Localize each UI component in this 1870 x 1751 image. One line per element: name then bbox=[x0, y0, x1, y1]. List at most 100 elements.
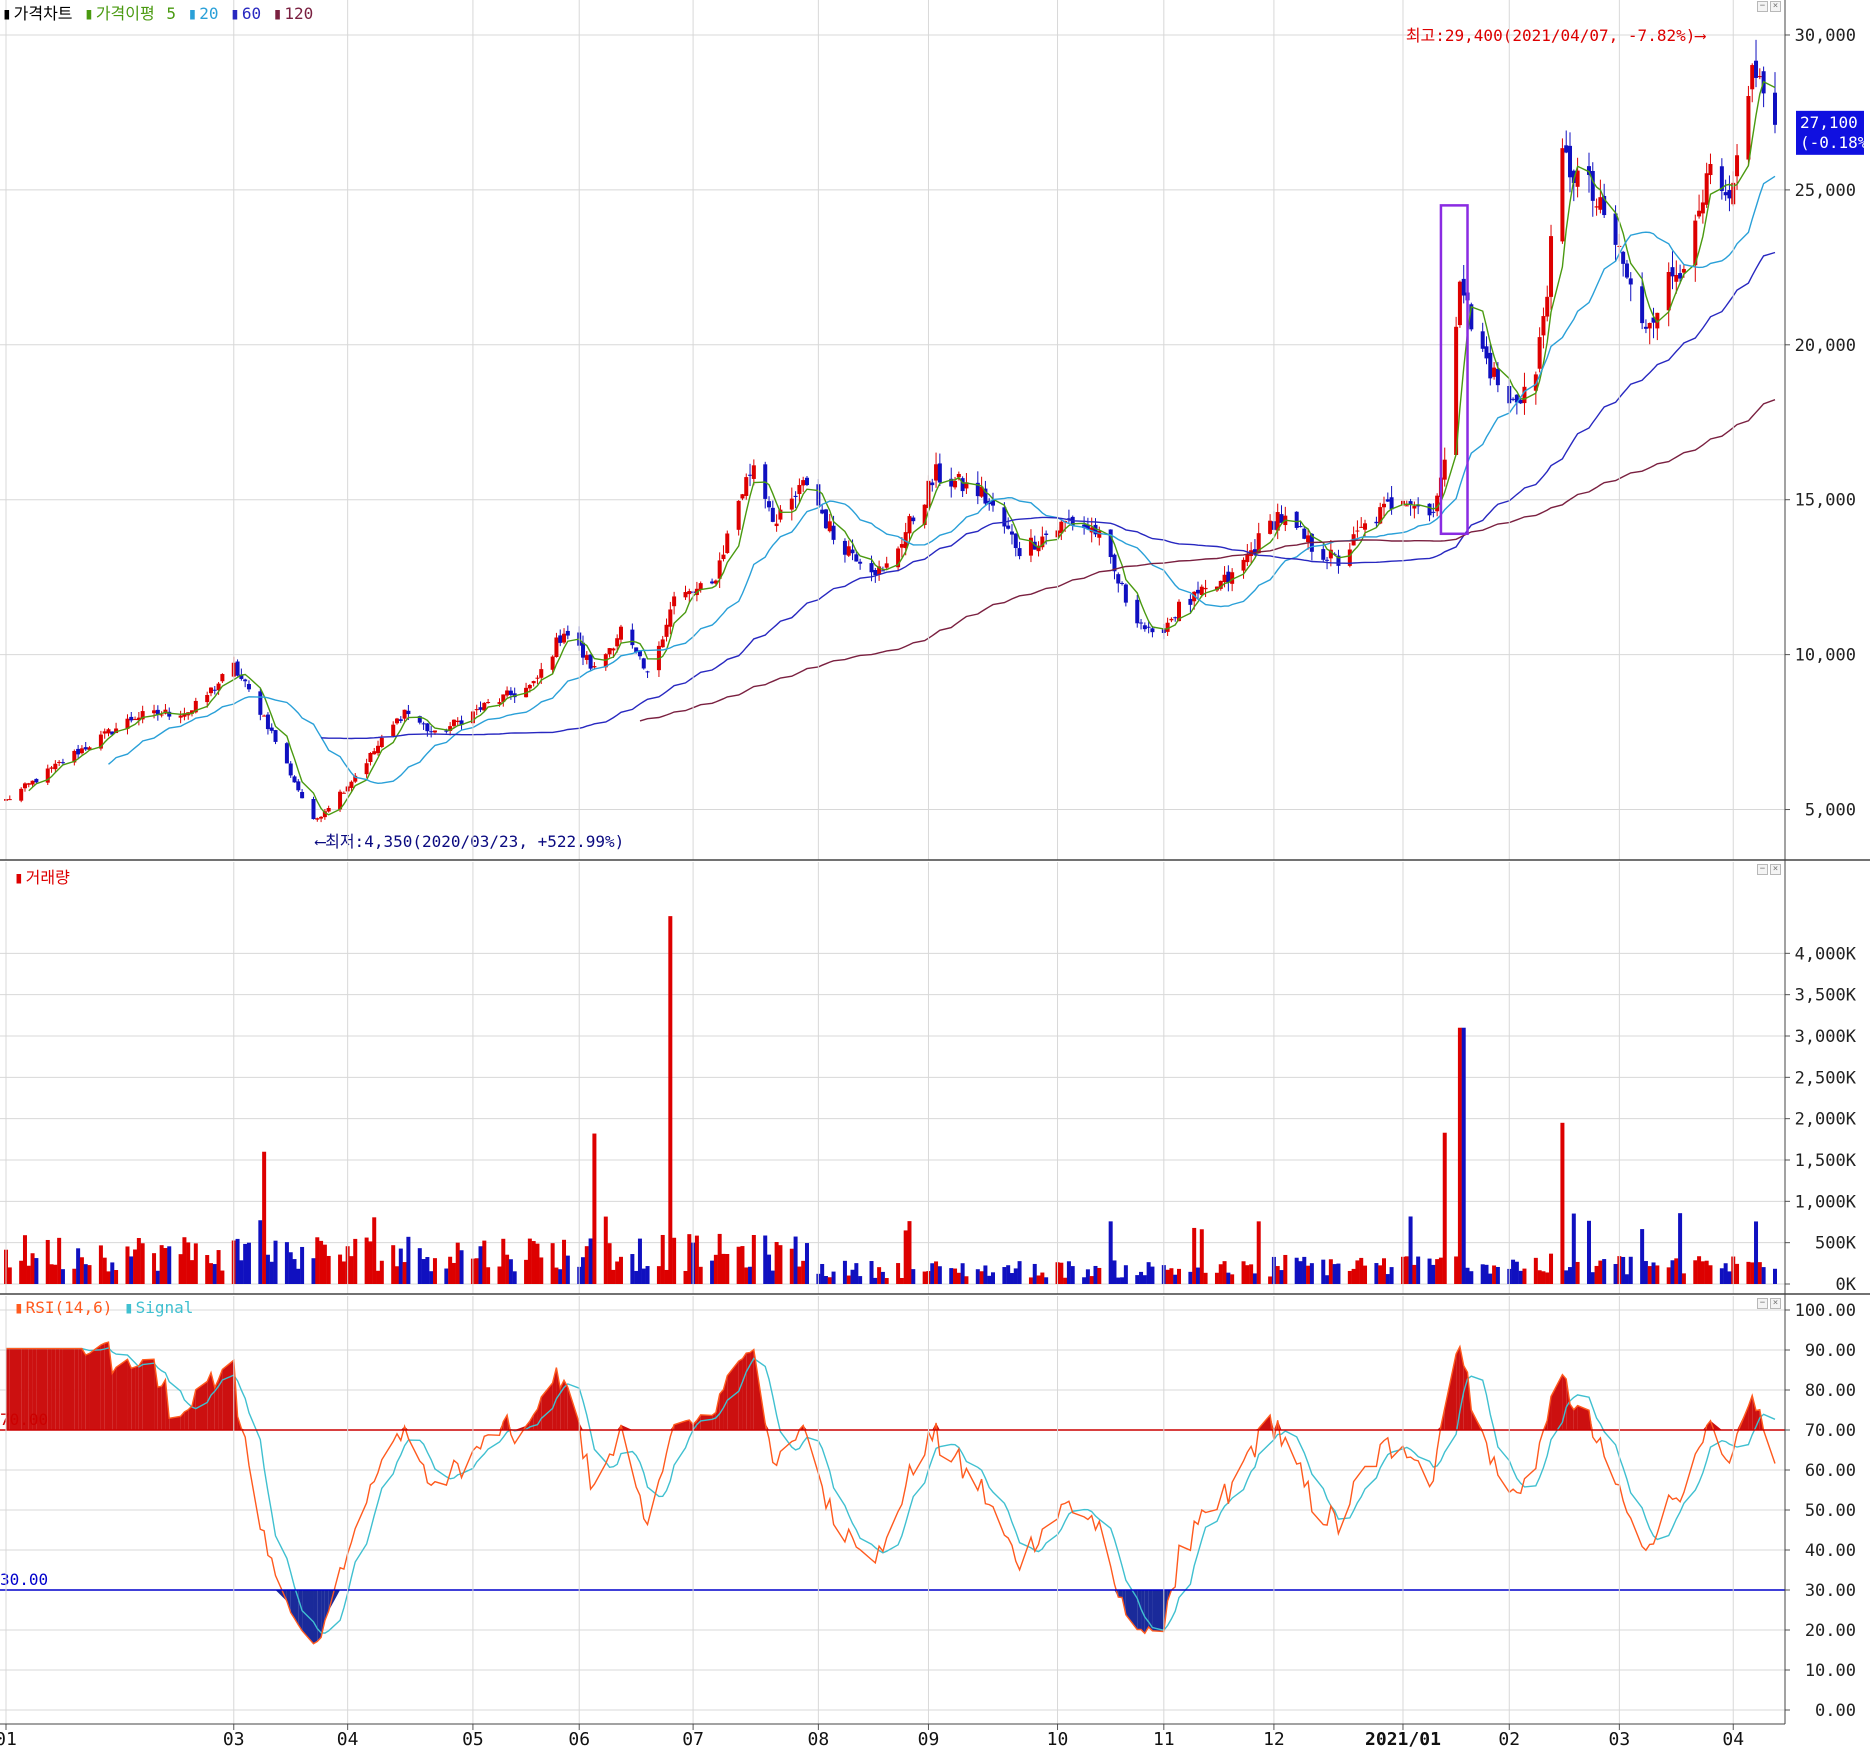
rsi-overbought-fill bbox=[503, 1415, 508, 1430]
candle-body bbox=[592, 666, 597, 668]
volume-bar bbox=[524, 1259, 529, 1284]
rsi-overbought-fill bbox=[210, 1372, 215, 1430]
candle-body bbox=[19, 788, 24, 801]
rsi-overbought-fill bbox=[138, 1359, 143, 1430]
candle-body bbox=[804, 477, 809, 486]
volume-bar bbox=[482, 1240, 487, 1284]
candle-body bbox=[455, 720, 460, 723]
date-axis-label: 2021/01 bbox=[1365, 1729, 1441, 1750]
candle-body bbox=[1002, 507, 1007, 527]
candle-body bbox=[1598, 197, 1603, 210]
volume-bar bbox=[1590, 1272, 1595, 1284]
volume-bar bbox=[615, 1261, 620, 1284]
volume-bar bbox=[770, 1270, 775, 1284]
signal-legend-label: Signal bbox=[135, 1298, 194, 1317]
volume-bar bbox=[1294, 1257, 1299, 1284]
volume-bar bbox=[1624, 1274, 1629, 1284]
rsi-overbought-fill bbox=[154, 1359, 158, 1430]
volume-bar bbox=[152, 1253, 157, 1284]
candle-body bbox=[49, 767, 54, 769]
rsi-line bbox=[6, 1341, 1776, 1645]
volume-bar bbox=[1040, 1272, 1045, 1284]
rsi-oversold-fill bbox=[317, 1590, 322, 1642]
volume-bar bbox=[562, 1239, 567, 1284]
candle-body bbox=[983, 488, 988, 504]
volume-bar bbox=[205, 1255, 210, 1284]
ma20-legend: 20 bbox=[199, 4, 219, 23]
candle-body bbox=[1666, 271, 1671, 311]
date-axis-label: 10 bbox=[1047, 1729, 1069, 1750]
rsi-panel-close-button[interactable]: × bbox=[1770, 1298, 1781, 1309]
current-price-change: (-0.18%) bbox=[1800, 133, 1870, 152]
rsi-overbought-fill bbox=[62, 1348, 75, 1430]
volume-bar bbox=[1469, 1271, 1474, 1284]
rsi-overbought-fill bbox=[689, 1420, 694, 1430]
candle-body bbox=[896, 548, 901, 568]
candle-body bbox=[1697, 210, 1702, 217]
volume-bar bbox=[1002, 1267, 1007, 1284]
rsi-overbought-fill bbox=[1737, 1406, 1749, 1430]
candle-body bbox=[239, 674, 244, 679]
rsi-overbought-fill bbox=[715, 1393, 720, 1430]
candle-body bbox=[1624, 263, 1629, 278]
volume-bar bbox=[975, 1269, 980, 1284]
volume-bar bbox=[341, 1261, 346, 1284]
candle-body bbox=[1006, 525, 1011, 529]
candle-body bbox=[182, 713, 187, 717]
candle-body bbox=[311, 798, 316, 820]
volume-bar bbox=[1165, 1269, 1170, 1284]
price-legend-marker: ▮ bbox=[2, 4, 12, 23]
volume-bar bbox=[1009, 1273, 1014, 1284]
rsi-legend-label: RSI(14,6) bbox=[25, 1298, 113, 1317]
candle-body bbox=[1442, 459, 1447, 480]
candle-body bbox=[641, 658, 646, 669]
price-tick-label: 15,000 bbox=[1795, 491, 1856, 511]
volume-bar bbox=[1120, 1277, 1125, 1284]
volume-bar bbox=[288, 1252, 293, 1284]
candle-body bbox=[1059, 521, 1064, 534]
ma20-legend-marker: ▮ bbox=[187, 4, 198, 23]
rsi-legend: ▮ RSI(14,6) ▮ Signal bbox=[14, 1298, 195, 1317]
price-panel-minimize-button[interactable]: − bbox=[1757, 1, 1768, 12]
candle-body bbox=[269, 727, 274, 731]
candle-body bbox=[1245, 554, 1250, 563]
volume-bar bbox=[694, 1235, 699, 1284]
volume-legend-label: 거래량 bbox=[25, 868, 70, 887]
rsi-overbought-fill bbox=[116, 1359, 128, 1430]
volume-bar bbox=[804, 1243, 809, 1284]
candle-body bbox=[98, 734, 103, 749]
volume-bar bbox=[1306, 1265, 1311, 1284]
rsi-overbought-fill bbox=[9, 1348, 22, 1430]
volume-bar bbox=[1704, 1260, 1709, 1284]
volume-bar bbox=[1226, 1272, 1231, 1284]
volume-bar bbox=[1214, 1272, 1219, 1284]
rsi-panel-minimize-button[interactable]: − bbox=[1757, 1298, 1768, 1309]
candle-body bbox=[243, 679, 248, 682]
candle-body bbox=[417, 716, 422, 723]
signal-line bbox=[6, 1347, 1776, 1634]
volume-panel-minimize-button[interactable]: − bbox=[1757, 864, 1768, 875]
volume-bar bbox=[1036, 1275, 1041, 1284]
volume-bar bbox=[512, 1271, 517, 1284]
candle-body bbox=[550, 656, 555, 670]
price-legend: ▮ 가격차트 ▮ 가격이평 5 ▮ 20 ▮ 60 ▮ 120 bbox=[2, 0, 315, 24]
candle-body bbox=[429, 731, 434, 733]
candle-body bbox=[110, 731, 115, 735]
date-axis-label: 11 bbox=[1153, 1729, 1175, 1750]
candle-body bbox=[421, 723, 426, 725]
volume-panel-close-button[interactable]: × bbox=[1770, 864, 1781, 875]
candle-body bbox=[1704, 173, 1709, 205]
volume-bar bbox=[1750, 1262, 1755, 1284]
candle-body bbox=[1222, 574, 1227, 583]
volume-bar bbox=[1169, 1268, 1174, 1284]
candle-body bbox=[1602, 195, 1607, 216]
candle-body bbox=[1431, 511, 1436, 513]
volume-bar bbox=[402, 1262, 407, 1284]
price-panel-close-button[interactable]: × bbox=[1770, 1, 1781, 12]
volume-bar bbox=[896, 1263, 901, 1284]
price-tick-label: 5,000 bbox=[1805, 801, 1856, 821]
volume-bar bbox=[953, 1268, 958, 1284]
ma-legend-label: 가격이평 bbox=[95, 4, 155, 23]
candle-body bbox=[284, 743, 289, 764]
candle-body bbox=[793, 495, 798, 498]
